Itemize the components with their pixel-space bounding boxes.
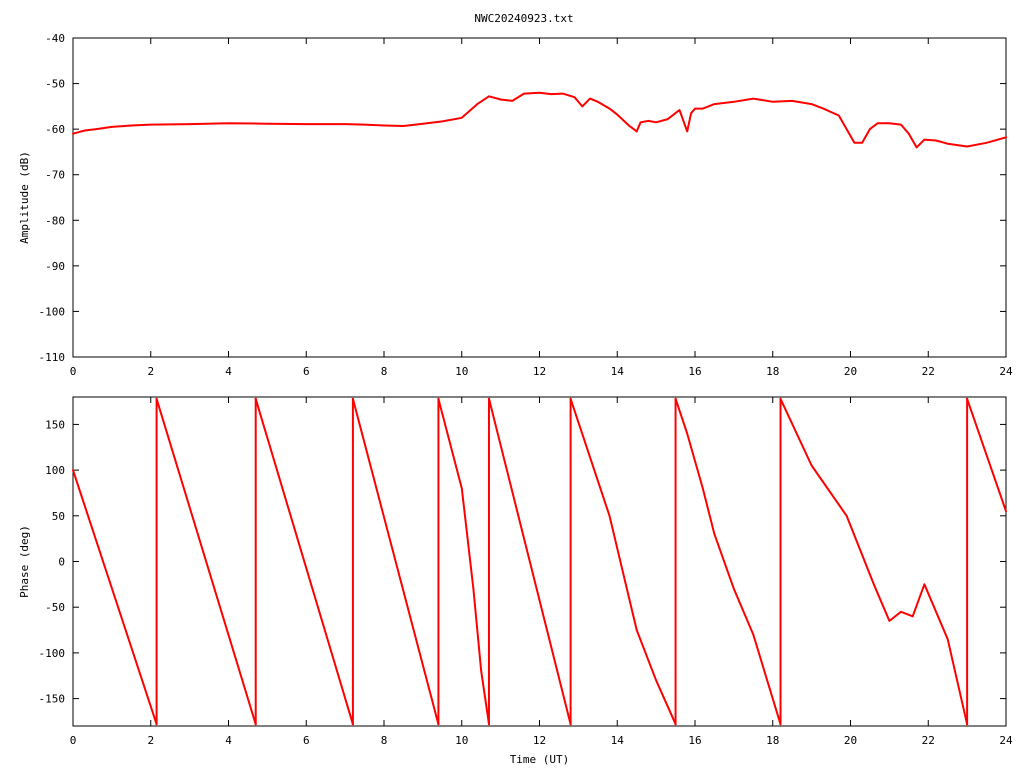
plot-frame (72, 37, 1007, 358)
x-tick-label: 16 (688, 734, 701, 747)
y-tick-label: -90 (45, 260, 65, 273)
x-tick-label: 10 (455, 365, 468, 378)
y-tick-label: -50 (45, 601, 65, 614)
phase-trace-segment (966, 397, 1007, 513)
x-tick-label: 18 (766, 365, 779, 378)
x-tick-label: 8 (381, 365, 388, 378)
x-tick-label: 6 (303, 734, 310, 747)
y-tick-label: -110 (39, 351, 66, 364)
x-tick-label: 4 (225, 365, 232, 378)
y-tick-label: 0 (58, 556, 65, 569)
y-tick-label: -60 (45, 123, 65, 136)
x-tick-label: 12 (533, 734, 546, 747)
x-tick-label: 16 (688, 365, 701, 378)
y-tick-label: -150 (39, 693, 66, 706)
x-tick-label: 0 (70, 734, 77, 747)
y-axis-label: Phase (deg) (18, 525, 31, 598)
y-tick-label: -50 (45, 78, 65, 91)
x-tick-label: 8 (381, 734, 388, 747)
phase-trace-segment (779, 397, 969, 726)
phase-panel: 0 2 4 6 8 10 12 14 16 18 20 22 24-150-100-5005010015… (18, 396, 1013, 766)
x-tick-label: 18 (766, 734, 779, 747)
y-tick-label: -100 (39, 305, 66, 318)
amplitude-panel: 0 2 4 6 8 10 12 14 16 18 20 22 24-110-100-90-80-70-6… (18, 32, 1013, 378)
x-tick-label: 4 (225, 734, 232, 747)
x-tick-label: 14 (611, 365, 625, 378)
y-axis-label: Amplitude (dB) (18, 151, 31, 244)
phase-trace-segment (488, 397, 572, 726)
x-axis-label: Time (UT) (510, 753, 570, 766)
x-tick-label: 24 (999, 734, 1013, 747)
x-tick-label: 2 (147, 365, 154, 378)
x-tick-label: 22 (922, 365, 935, 378)
x-tick-label: 2 (147, 734, 154, 747)
x-tick-label: 24 (999, 365, 1013, 378)
phase-trace-segment (72, 469, 158, 726)
x-tick-label: 20 (844, 365, 857, 378)
y-tick-label: -40 (45, 32, 65, 45)
phase-trace-segment (437, 397, 490, 726)
amplitude-trace (72, 91, 1007, 149)
phase-trace-segment (351, 397, 440, 726)
chart-title: NWC20240923.txt (474, 12, 573, 25)
x-tick-label: 14 (611, 734, 625, 747)
x-tick-label: 0 (70, 365, 77, 378)
y-tick-label: -80 (45, 214, 65, 227)
x-tick-label: 22 (922, 734, 935, 747)
y-tick-label: -70 (45, 169, 65, 182)
phase-trace-segment (254, 397, 354, 726)
x-tick-label: 6 (303, 365, 310, 378)
y-tick-label: 150 (45, 418, 65, 431)
phase-trace-segment (155, 397, 257, 726)
y-tick-label: 50 (52, 510, 65, 523)
y-tick-label: -100 (39, 647, 66, 660)
x-tick-label: 12 (533, 365, 546, 378)
phase-trace-segment (674, 397, 782, 726)
x-tick-label: 10 (455, 734, 468, 747)
phase-trace-segment (569, 397, 677, 726)
y-tick-label: 100 (45, 464, 65, 477)
plot-frame (72, 396, 1007, 727)
x-tick-label: 20 (844, 734, 857, 747)
